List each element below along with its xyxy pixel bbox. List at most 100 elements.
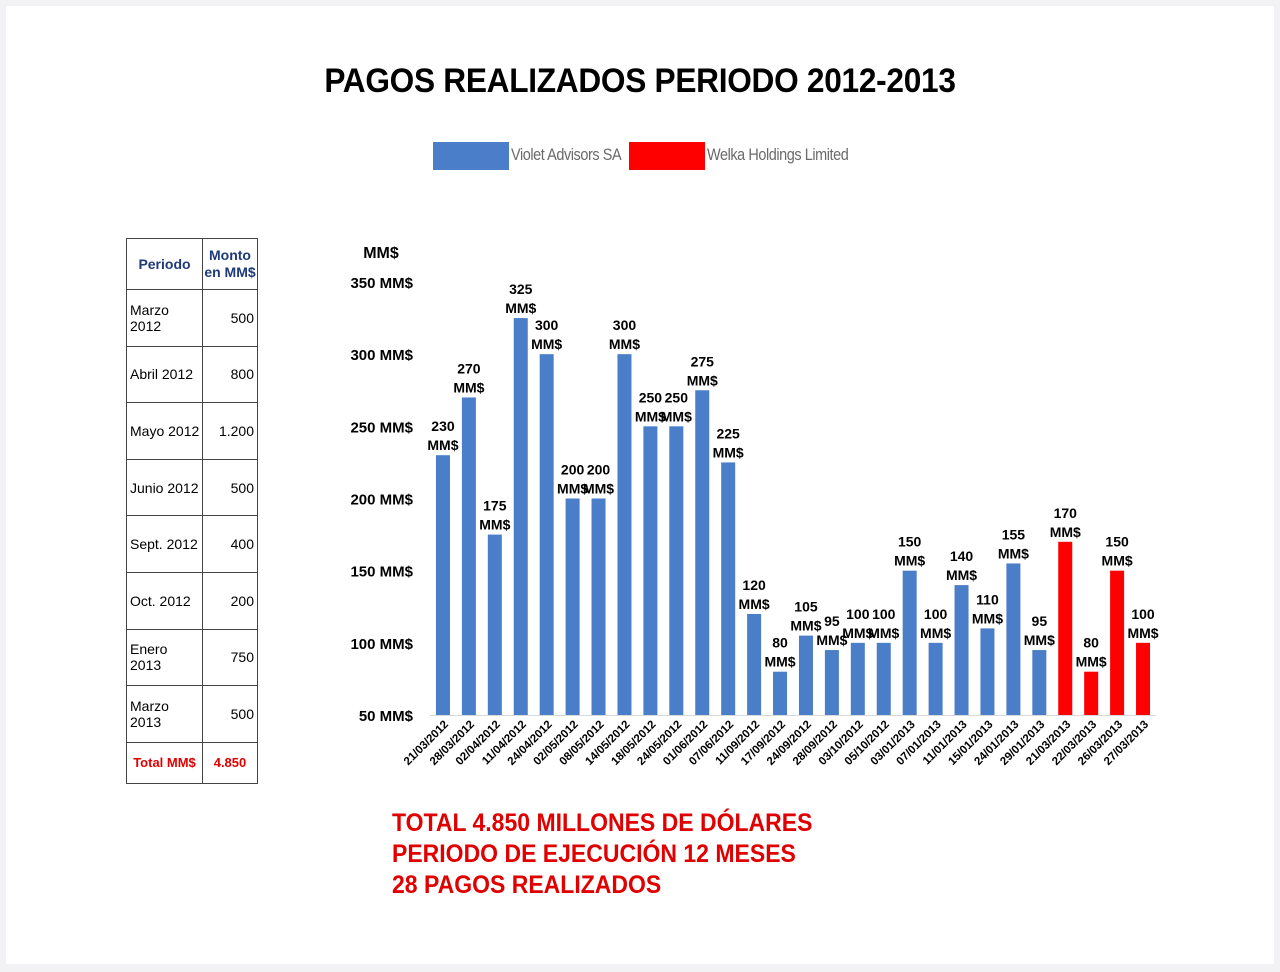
y-axis-label: MM$ [363,245,399,262]
bar [721,462,736,715]
bar [435,455,450,715]
bar [954,585,969,715]
bar [1058,541,1073,715]
data-label: 300 MM$ [531,317,562,352]
table-cell-monto: 500 [202,458,258,517]
table-row: Mayo 2012 1.200 [126,402,258,460]
bar [539,354,554,715]
data-label: 100 MM$ [1127,606,1158,641]
bar [591,498,606,715]
table-cell-monto: 1.200 [202,402,258,460]
data-label: 80 MM$ [764,635,795,670]
y-tick-label: 300 MM$ [350,347,413,364]
table-header-monto: Monto en MM$ [202,238,258,290]
data-label: 170 MM$ [1050,505,1081,540]
table-row: Marzo 2013 500 [126,685,258,743]
table-cell-periodo: Mayo 2012 [126,402,203,460]
y-tick-label: 100 MM$ [350,636,413,653]
data-label: 95 MM$ [1024,613,1055,648]
table-cell-periodo: Oct. 2012 [126,571,203,630]
bar [773,671,788,715]
bar [461,397,476,715]
data-label: 250 MM$ [635,389,666,424]
payments-summary-table: Periodo Monto en MM$ Marzo 2012 500 Abril… [126,238,258,784]
legend-label-violet: Violet Advisors SA [511,145,622,164]
bar [1006,563,1021,715]
table-row: Junio 2012 500 [126,458,258,517]
bar [565,498,580,715]
data-label: 150 MM$ [894,534,925,569]
data-label: 100 MM$ [868,606,899,641]
table-total-row: Total MM$ 4.850 [126,741,258,784]
data-label: 100 MM$ [842,606,873,641]
data-label: 140 MM$ [946,548,977,583]
data-label: 150 MM$ [1102,534,1133,569]
bars [435,318,1151,715]
table-cell-monto: 500 [202,685,258,743]
bar [928,642,943,715]
bar [876,642,891,715]
table-header-periodo: Periodo [126,238,203,290]
table-row: Enero 2013 750 [126,628,258,687]
bar [824,650,839,715]
summary-period: PERIODO DE EJECUCIÓN 12 MESES [392,840,796,868]
bar [487,534,502,715]
table-row: Marzo 2012 500 [126,289,258,347]
data-label: 80 MM$ [1076,635,1107,670]
table-cell-monto: 750 [202,628,258,687]
bar [617,354,632,715]
table-total-label: Total MM$ [126,741,203,784]
y-axis-ticks: 50 MM$ 100 MM$ 150 MM$ 200 MM$ 250 MM$ 300 MM… [350,275,413,725]
data-label: 200 MM$ [583,462,614,497]
table-cell-periodo: Marzo 2012 [126,289,203,347]
table-cell-periodo: Junio 2012 [126,458,203,517]
bar [1032,650,1047,715]
x-axis-ticks: 21/03/201228/03/201202/04/201211/04/2012… [402,719,1151,768]
data-label: 230 MM$ [427,418,458,453]
data-label: 325 MM$ [505,281,536,316]
bar [902,570,917,715]
table-row: Abril 2012 800 [126,345,258,404]
table-cell-periodo: Abril 2012 [126,345,203,404]
bar [798,635,813,715]
bar [669,426,684,715]
data-label: 200 MM$ [557,462,588,497]
table-row: Oct. 2012 200 [126,571,258,630]
data-label: 275 MM$ [687,353,718,388]
table-cell-monto: 500 [202,289,258,347]
legend-swatch-welka [629,142,705,170]
bar [850,642,865,715]
y-tick-label: 150 MM$ [350,564,413,581]
chart-title: PAGOS REALIZADOS PERIODO 2012-2013 [324,62,956,100]
data-label: 120 MM$ [739,577,770,612]
data-label: 95 MM$ [816,613,847,648]
data-label: 100 MM$ [920,606,951,641]
table-cell-monto: 400 [202,515,258,573]
data-label: 105 MM$ [790,599,821,634]
y-tick-label: 200 MM$ [350,492,413,509]
data-label: 300 MM$ [609,317,640,352]
y-tick-label: 250 MM$ [350,419,413,436]
bar [1110,570,1125,715]
table-cell-periodo: Marzo 2013 [126,685,203,743]
bar [643,426,658,715]
summary-block: TOTAL 4.850 MILLONES DE DÓLARES PERIODO … [392,808,812,901]
bar [747,613,762,715]
table-row: Sept. 2012 400 [126,515,258,573]
summary-total: TOTAL 4.850 MILLONES DE DÓLARES [392,809,813,837]
bar [1084,671,1099,715]
y-tick-label: 350 MM$ [350,275,413,292]
bar [513,318,528,715]
legend-label-welka: Welka Holdings Limited [707,145,849,164]
bar [695,390,710,715]
bar [980,628,995,715]
summary-count: 28 PAGOS REALIZADOS [392,871,662,899]
table-total-value: 4.850 [202,741,258,784]
table-header-row: Periodo Monto en MM$ [126,238,258,290]
data-label: 175 MM$ [479,498,510,533]
table-cell-periodo: Sept. 2012 [126,515,203,573]
legend-swatch-violet [433,142,509,170]
y-tick-label: 50 MM$ [359,708,414,725]
data-label: 155 MM$ [998,526,1029,561]
